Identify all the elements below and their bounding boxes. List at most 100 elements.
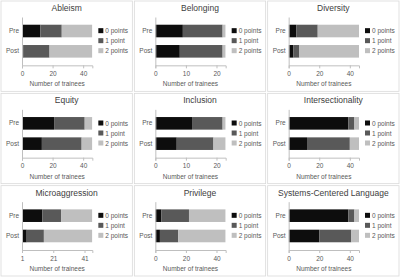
x-axis: 02040 — [287, 250, 359, 262]
bar — [178, 230, 225, 243]
legend-label: 2 points — [239, 140, 263, 148]
bar — [24, 45, 50, 58]
plot: 0 20 40 Pre Post Number of trainees — [6, 110, 93, 180]
legend-swatch — [365, 141, 370, 146]
tick-label: 0 — [154, 70, 158, 77]
legend-item: 0 points — [98, 120, 129, 128]
chart-title: Systems-Centered Language — [278, 188, 389, 198]
tick-label: Pre — [9, 119, 20, 126]
legend-label: 1 point — [105, 130, 125, 138]
tick-mark — [186, 65, 187, 68]
plot: 01020PrePostNumber of trainees — [139, 110, 226, 180]
legend-swatch — [232, 28, 237, 33]
tick-mark — [216, 250, 217, 253]
tick-mark — [350, 250, 351, 253]
tick-label: Post — [6, 232, 19, 239]
tick: 21 — [50, 250, 58, 262]
tick-label: 10 — [183, 70, 191, 77]
legend: 0 points1 point2 points — [98, 120, 129, 148]
axis-line — [289, 158, 359, 161]
tick-label: 20 — [183, 255, 191, 262]
legend-swatch — [365, 121, 370, 126]
x-axis: 01020 — [154, 158, 226, 170]
legend-label: 1 point — [239, 222, 259, 230]
tick-label: 0 — [154, 255, 158, 262]
bar — [289, 25, 297, 38]
bar — [293, 45, 299, 58]
tick-label: 20 — [213, 70, 221, 77]
tick: 0 — [154, 158, 158, 170]
tick: Pre — [9, 27, 22, 34]
legend-label: 1 point — [105, 37, 125, 45]
bars — [22, 209, 92, 242]
bar — [155, 45, 179, 58]
tick: Post — [273, 232, 289, 239]
bar — [289, 117, 349, 130]
legend-label: 0 points — [372, 27, 396, 35]
bars — [289, 209, 359, 242]
panel: Privilege02040PrePostNumber of trainees0… — [134, 186, 265, 276]
tick: 0 — [21, 65, 25, 77]
tick-label: Pre — [142, 27, 153, 34]
tick-label: 20 — [49, 162, 57, 169]
tick: 40 — [213, 250, 221, 262]
chart-title: Belonging — [181, 3, 219, 13]
legend-item: 2 points — [232, 140, 263, 148]
plot: 02040PrePostNumber of trainees — [273, 202, 360, 272]
axis-line — [289, 251, 359, 254]
tick-label: Pre — [276, 27, 287, 34]
legend-item: 2 points — [98, 232, 129, 240]
legend-swatch — [365, 38, 370, 43]
legend-label: 0 points — [372, 212, 396, 220]
legend-label: 1 point — [372, 130, 392, 138]
x-axis: 02040 — [21, 65, 93, 77]
plot: 02040PrePostNumber of trainees — [139, 202, 226, 272]
panel: Belonging01020PrePostNumber of trainees0… — [134, 1, 265, 91]
bars — [22, 117, 92, 150]
tick-mark — [83, 65, 84, 68]
legend-label: 2 points — [372, 47, 396, 55]
tick: 0 — [154, 65, 158, 77]
tick-label: 20 — [213, 162, 221, 169]
tick-label: Post — [6, 140, 19, 147]
axis-line — [22, 202, 23, 250]
tick-mark — [319, 250, 320, 253]
bar — [82, 137, 93, 150]
axis-line — [156, 158, 226, 161]
panel: Diversity02040PrePostNumber of trainees0… — [268, 1, 399, 91]
y-axis: PrePost — [6, 202, 23, 250]
legend-item: 1 point — [365, 222, 392, 230]
tick-mark — [53, 250, 54, 253]
tick-label: Post — [139, 47, 152, 54]
tick: Post — [273, 47, 289, 54]
legend: 0 points 1 point 2 points — [365, 120, 396, 148]
axis-line — [22, 110, 23, 158]
tick-label: 0 — [21, 162, 25, 169]
legend-swatch — [232, 121, 237, 126]
legend-item: 2 points — [365, 47, 396, 55]
bar — [351, 230, 359, 243]
tick: 20 — [316, 158, 324, 170]
tick: 40 — [80, 158, 88, 170]
tick-mark — [186, 250, 187, 253]
bar — [155, 137, 176, 150]
tick-label: Post — [273, 232, 286, 239]
legend-swatch — [365, 48, 370, 53]
legend-item: 2 points — [232, 232, 263, 240]
axis-title: Number of trainees — [30, 173, 86, 180]
legend-swatch — [98, 28, 103, 33]
tick-label: 40 — [347, 70, 355, 77]
legend-label: 2 points — [372, 140, 396, 148]
bar — [289, 230, 320, 243]
tick-mark — [53, 158, 54, 161]
plot: 02040PrePostNumber of trainees — [273, 18, 360, 88]
legend-item: 0 points — [365, 120, 396, 128]
tick: Pre — [9, 119, 22, 126]
legend-label: 0 points — [239, 27, 263, 35]
bar — [155, 117, 192, 130]
tick: 20 — [316, 65, 324, 77]
chart-title: Equity — [55, 95, 79, 105]
x-axis: 12141 — [21, 250, 93, 262]
legend-label: 0 points — [105, 120, 129, 128]
bar — [27, 230, 44, 243]
